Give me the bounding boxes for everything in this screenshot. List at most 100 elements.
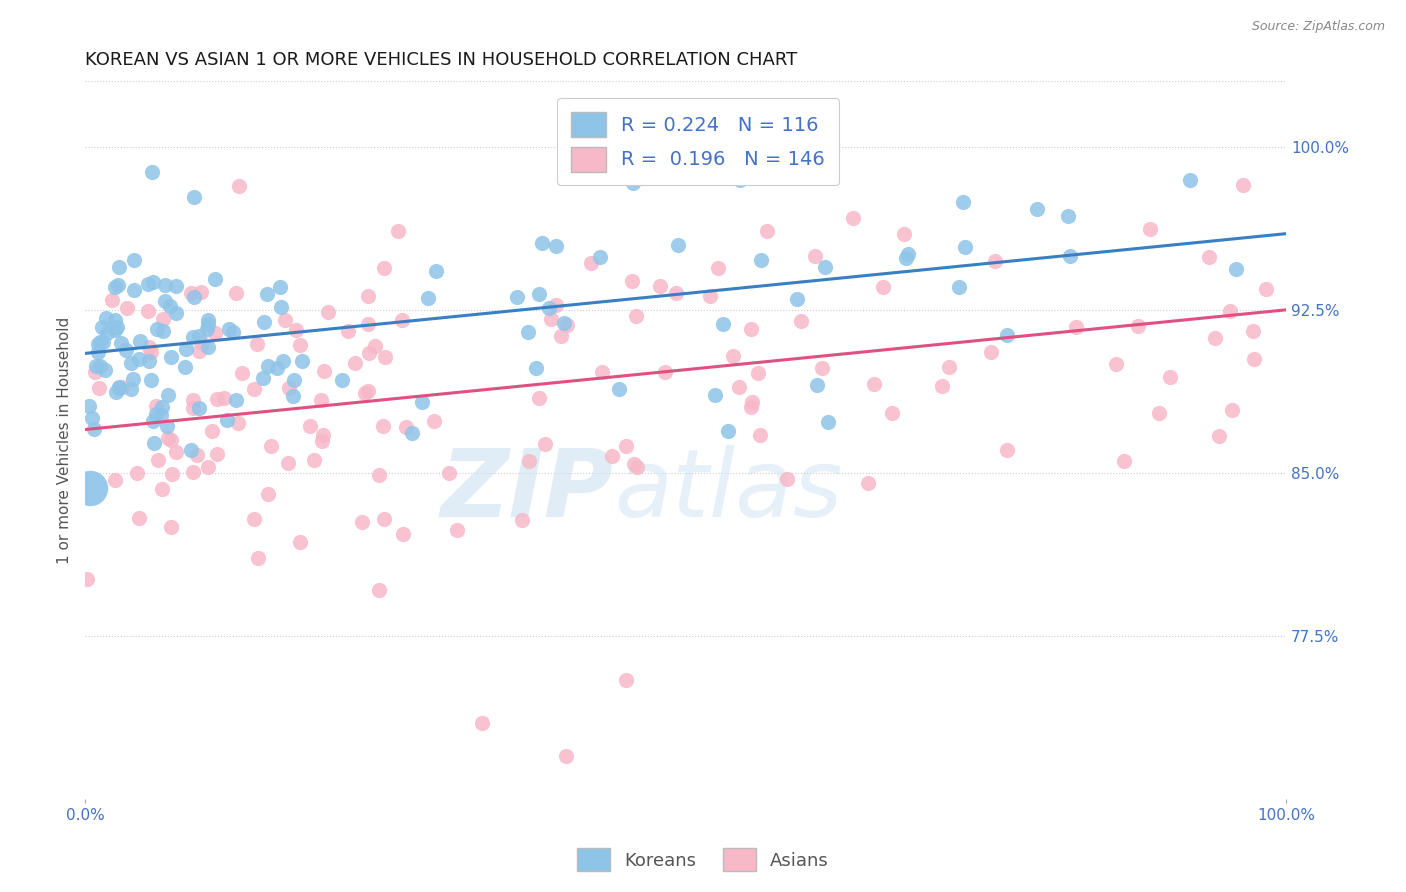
Point — [1204, 331, 1226, 345]
Point — [180, 443, 202, 458]
Point — [277, 456, 299, 470]
Point — [589, 251, 612, 265]
Point — [1112, 453, 1135, 467]
Point — [212, 391, 235, 405]
Point — [1064, 320, 1087, 334]
Point — [304, 453, 326, 467]
Point — [160, 467, 183, 481]
Point — [1219, 304, 1241, 318]
Legend: R = 0.224   N = 116, R =  0.196   N = 146: R = 0.224 N = 116, R = 0.196 N = 146 — [557, 98, 839, 186]
Point — [1139, 221, 1161, 235]
Point — [225, 393, 247, 408]
Point — [312, 428, 335, 442]
Point — [336, 324, 359, 338]
Point — [120, 382, 142, 396]
Point — [122, 252, 145, 267]
Point — [1198, 251, 1220, 265]
Point — [755, 224, 778, 238]
Point — [312, 363, 335, 377]
Point — [283, 373, 305, 387]
Point — [316, 304, 339, 318]
Point — [707, 261, 730, 276]
Point — [181, 465, 204, 479]
Point — [270, 300, 292, 314]
Point — [332, 373, 354, 387]
Point — [83, 422, 105, 436]
Point — [266, 360, 288, 375]
Point — [995, 442, 1018, 457]
Point — [1225, 262, 1247, 277]
Point — [197, 460, 219, 475]
Point — [191, 336, 214, 351]
Point — [142, 414, 165, 428]
Point — [201, 424, 224, 438]
Point — [82, 410, 104, 425]
Point — [231, 366, 253, 380]
Point — [243, 383, 266, 397]
Point — [446, 523, 468, 537]
Point — [298, 419, 321, 434]
Point — [150, 400, 173, 414]
Point — [984, 254, 1007, 268]
Point — [364, 339, 387, 353]
Point — [120, 356, 142, 370]
Point — [138, 354, 160, 368]
Point — [84, 359, 107, 373]
Point — [104, 323, 127, 337]
Point — [79, 399, 101, 413]
Point — [86, 345, 108, 359]
Point — [882, 407, 904, 421]
Point — [188, 344, 211, 359]
Point — [357, 318, 380, 332]
Point — [546, 298, 568, 312]
Point — [84, 365, 107, 379]
Point — [260, 439, 283, 453]
Text: KOREAN VS ASIAN 1 OR MORE VEHICLES IN HOUSEHOLD CORRELATION CHART: KOREAN VS ASIAN 1 OR MORE VEHICLES IN HO… — [86, 51, 797, 69]
Point — [311, 434, 333, 448]
Point — [711, 317, 734, 331]
Point — [129, 334, 152, 348]
Point — [749, 253, 772, 268]
Point — [607, 382, 630, 396]
Point — [531, 236, 554, 251]
Point — [776, 472, 799, 486]
Point — [221, 325, 243, 339]
Point — [205, 392, 228, 406]
Point — [186, 448, 208, 462]
Point — [354, 386, 377, 401]
Point — [110, 335, 132, 350]
Point — [107, 278, 129, 293]
Point — [128, 511, 150, 525]
Point — [104, 312, 127, 326]
Point — [728, 172, 751, 186]
Point — [401, 425, 423, 440]
Point — [527, 391, 550, 405]
Point — [546, 239, 568, 253]
Point — [181, 401, 204, 415]
Point — [91, 335, 114, 350]
Point — [127, 466, 149, 480]
Point — [269, 279, 291, 293]
Point — [143, 435, 166, 450]
Point — [893, 227, 915, 241]
Point — [288, 534, 311, 549]
Point — [1056, 210, 1078, 224]
Point — [181, 392, 204, 407]
Point — [285, 323, 308, 337]
Point — [138, 277, 160, 292]
Point — [579, 255, 602, 269]
Point — [391, 527, 413, 541]
Point — [654, 365, 676, 379]
Point — [352, 515, 374, 529]
Point — [437, 466, 460, 480]
Point — [395, 420, 418, 434]
Point — [160, 520, 183, 534]
Point — [188, 329, 211, 343]
Point — [153, 293, 176, 308]
Point — [817, 415, 839, 429]
Point — [311, 392, 333, 407]
Point — [108, 381, 131, 395]
Point — [173, 360, 195, 375]
Point — [246, 551, 269, 566]
Point — [226, 416, 249, 430]
